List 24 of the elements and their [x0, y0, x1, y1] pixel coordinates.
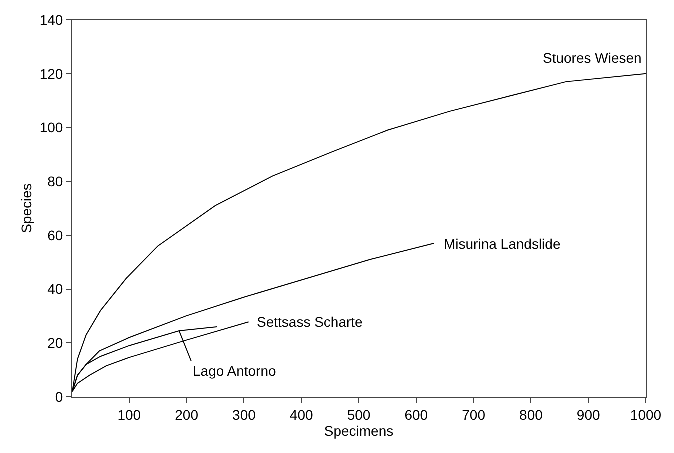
y-tick-label: 20	[48, 335, 64, 352]
x-tick-label: 1000	[630, 406, 662, 423]
x-tick-label: 400	[290, 406, 314, 423]
y-tick-label: 40	[48, 281, 64, 298]
y-tick-label: 60	[48, 227, 64, 244]
x-axis-title: Specimens	[324, 422, 394, 439]
y-tick-label: 120	[40, 66, 64, 82]
series-label: Misurina Landslide	[444, 236, 561, 252]
x-tick-label: 100	[118, 406, 142, 423]
y-tick-label: 140	[40, 12, 64, 28]
y-axis-title: Species	[18, 184, 34, 234]
y-tick-label: 0	[55, 388, 64, 405]
x-tick-label: 800	[520, 406, 544, 423]
series-label: Settsass Scharte	[257, 314, 364, 330]
legend-label: Lago Antorno	[193, 363, 277, 379]
x-tick-label: 700	[462, 406, 486, 423]
x-tick-label: 900	[576, 406, 600, 423]
x-tick-label: 200	[175, 406, 199, 423]
x-tick-label: 600	[404, 406, 428, 423]
y-tick-label: 100	[40, 120, 64, 136]
x-tick-label: 300	[232, 406, 256, 423]
x-tick-label: 500	[347, 406, 371, 423]
y-tick-label: 80	[48, 173, 64, 190]
series-label: Stuores Wiesen	[543, 50, 642, 66]
